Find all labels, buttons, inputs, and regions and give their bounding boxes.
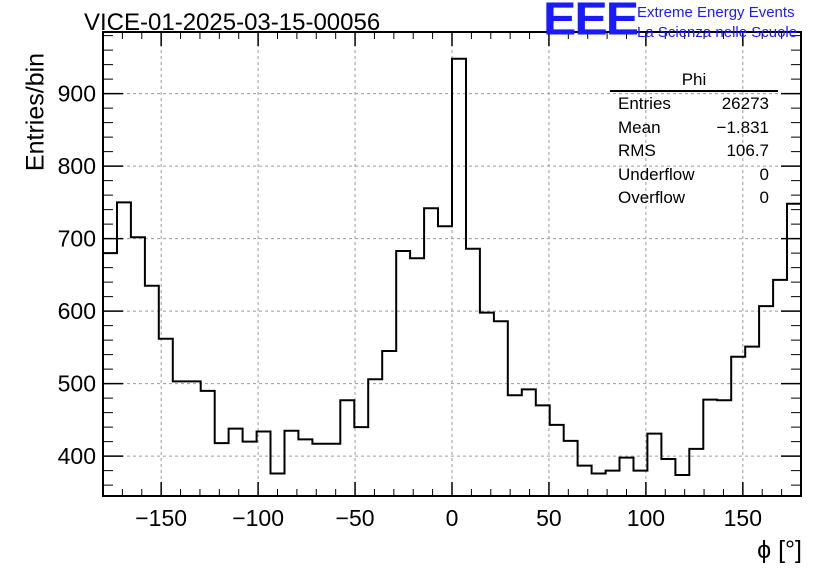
stats-row-rms: RMS 106.7	[610, 139, 778, 163]
y-tick-label: 900	[58, 81, 96, 107]
eee-logo: EEE	[543, 0, 639, 45]
logo-caption-line-2: La Scienza nelle Scuole	[637, 24, 798, 41]
y-axis-label: Entries/bin	[21, 52, 50, 172]
plot-title: VICE-01-2025-03-15-00056	[84, 9, 381, 36]
stats-label: Mean	[618, 117, 661, 137]
x-tick-label: −100	[232, 505, 284, 531]
stats-value: 0	[759, 188, 769, 207]
x-tick-label: −50	[336, 505, 375, 531]
y-tick-label: 400	[58, 443, 96, 469]
y-tick-label: 600	[58, 298, 96, 324]
logo-caption-line-1: Extreme Energy Events	[637, 4, 795, 21]
axis-ticks	[103, 32, 801, 496]
stats-row-mean: Mean −1.831	[610, 116, 778, 140]
x-tick-label: 0	[446, 505, 459, 531]
stats-value: 106.7	[726, 141, 769, 160]
stats-label: RMS	[618, 141, 656, 160]
histogram-line	[103, 57, 801, 476]
x-tick-label: 100	[627, 505, 665, 531]
x-tick-label: 150	[724, 505, 762, 531]
stats-label: Overflow	[618, 188, 686, 207]
stats-box: Phi Entries 26273 Mean −1.831 RMS 106.7 …	[610, 69, 778, 210]
x-tick-label: −150	[135, 505, 187, 531]
y-tick-label: 700	[58, 226, 96, 252]
y-tick-label: 500	[58, 371, 96, 397]
y-tick-labels: 400 500 600 700 800 900	[58, 81, 96, 470]
stats-value: 0	[759, 164, 769, 184]
stats-value: 26273	[721, 94, 769, 113]
stats-row-underflow: Underflow 0	[610, 163, 778, 187]
stats-label: Underflow	[618, 164, 695, 184]
stats-row-overflow: Overflow 0	[610, 186, 778, 210]
stats-label: Entries	[618, 94, 671, 113]
stats-value: −1.831	[716, 117, 769, 137]
y-tick-label: 800	[58, 153, 96, 179]
stats-title: Phi	[610, 69, 778, 92]
x-tick-labels: −150 −100 −50 0 50 100 150	[135, 505, 762, 531]
x-tick-label: 50	[536, 505, 562, 531]
stats-row-entries: Entries 26273	[610, 92, 778, 116]
x-axis-label: ϕ [°]	[757, 536, 802, 564]
